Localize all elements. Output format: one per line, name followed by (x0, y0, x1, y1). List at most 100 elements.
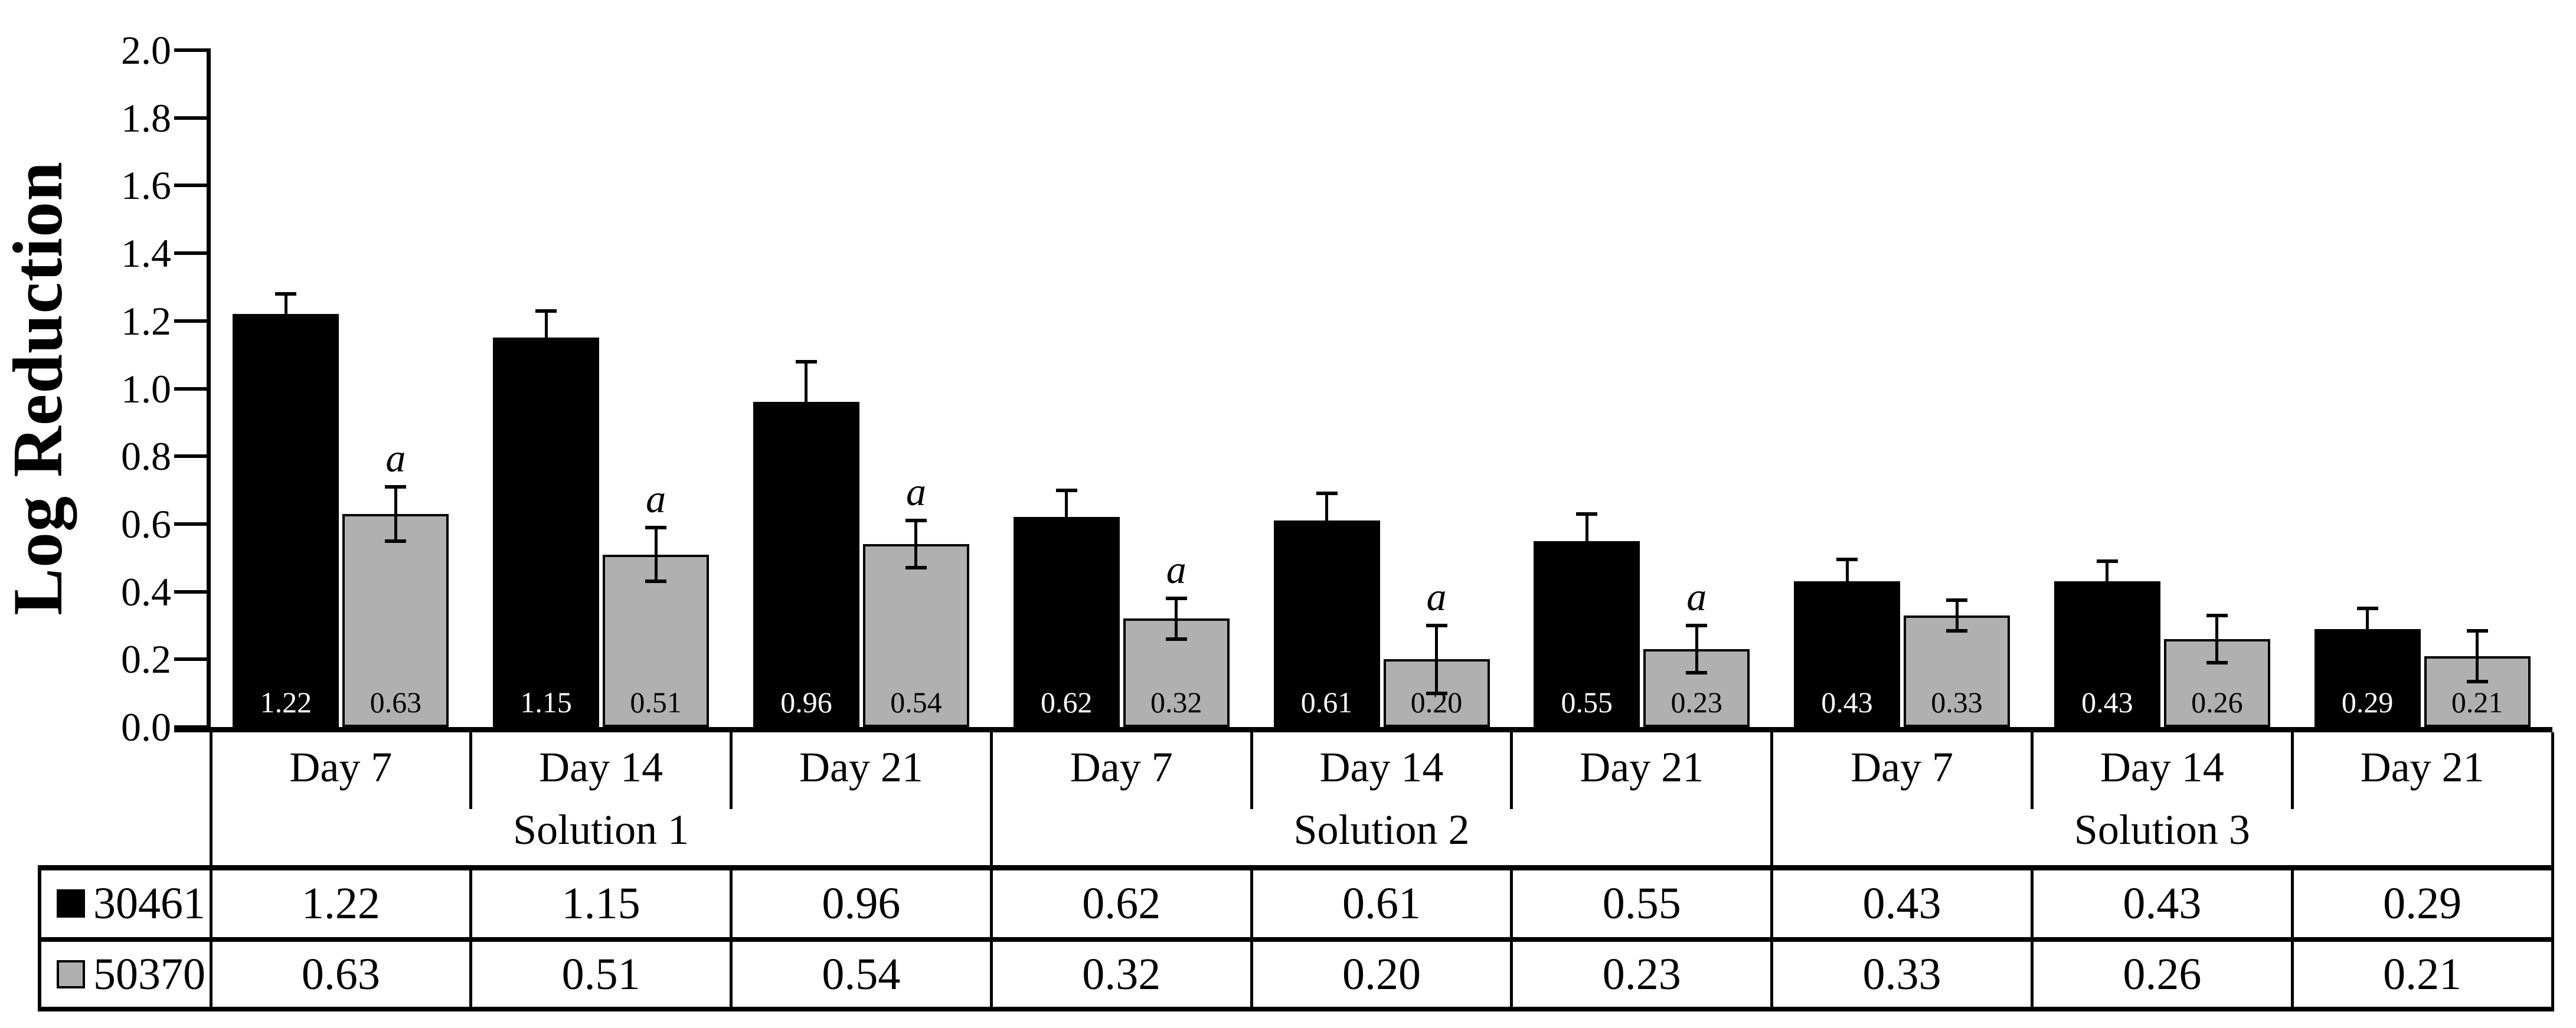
table-cell-30461-g1: 1.15 (561, 879, 640, 928)
error-cap-top-50370-g5 (1686, 623, 1708, 627)
table-column-separator-2 (730, 865, 733, 1011)
table-cell-30461-g6: 0.43 (1862, 879, 1941, 928)
bar-value-label-30461-g3: 0.62 (1040, 686, 1093, 719)
error-cap-bottom-30461-g4 (1316, 546, 1338, 550)
table-cell-50370-g7: 0.26 (2123, 950, 2202, 999)
table-cell-50370-g3: 0.32 (1082, 950, 1161, 999)
error-bar-50370-g7 (2215, 615, 2219, 663)
significance-letter-50370-g4: a (1426, 574, 1447, 619)
error-bar-30461-g0 (284, 293, 287, 335)
y-tick-label: 1.8 (121, 95, 171, 140)
table-cell-30461-g2: 0.96 (822, 879, 901, 928)
bar-50370-g0 (342, 514, 449, 727)
bar-value-label-30461-g6: 0.43 (1821, 686, 1873, 719)
bar-30461-g3 (1013, 517, 1120, 727)
table-cell-30461-g5: 0.55 (1602, 879, 1681, 928)
error-bar-30461-g1 (544, 310, 548, 365)
error-cap-top-50370-g4 (1426, 623, 1447, 627)
error-cap-top-50370-g8 (2466, 628, 2488, 633)
day-label-g3: Day 7 (1070, 744, 1173, 791)
table-column-separator-4 (1250, 865, 1253, 1011)
legend-label-30461: 30461 (93, 879, 205, 928)
bar-value-label-30461-g8: 0.29 (2341, 686, 2394, 719)
error-cap-bottom-50370-g4 (1426, 691, 1447, 695)
y-tick-label: 0.2 (121, 637, 171, 682)
bar-30461-g5 (1534, 541, 1640, 727)
error-cap-top-30461-g2 (795, 359, 817, 364)
error-cap-top-30461-g7 (2096, 559, 2118, 563)
table-cell-30461-g7: 0.43 (2123, 879, 2202, 928)
bar-30461-g2 (753, 402, 859, 727)
error-cap-bottom-50370-g3 (1165, 637, 1187, 641)
table-column-separator-0 (209, 865, 213, 1011)
y-axis-tick (174, 319, 207, 323)
bar-value-label-50370-g7: 0.26 (2191, 686, 2243, 719)
error-cap-bottom-30461-g8 (2356, 647, 2378, 651)
y-tick-label: 1.2 (121, 298, 171, 343)
y-axis-tick (174, 251, 207, 256)
error-bar-50370-g0 (394, 486, 397, 541)
table-column-separator-9 (2551, 865, 2554, 1011)
bar-value-label-30461-g1: 1.15 (520, 686, 572, 719)
y-tick-label: 1.4 (121, 231, 171, 276)
error-cap-bottom-50370-g1 (645, 580, 667, 584)
error-bar-50370-g2 (914, 520, 918, 568)
bar-value-label-50370-g3: 0.32 (1150, 686, 1202, 719)
error-cap-bottom-30461-g6 (1836, 601, 1858, 605)
y-axis-line (207, 48, 211, 729)
error-bar-50370-g3 (1175, 598, 1178, 639)
error-cap-bottom-30461-g2 (795, 441, 817, 445)
error-cap-top-30461-g1 (535, 309, 557, 313)
error-cap-top-30461-g4 (1316, 492, 1338, 496)
bar-value-label-30461-g0: 1.22 (260, 686, 312, 719)
table-cell-50370-g5: 0.23 (1602, 950, 1681, 999)
bar-value-label-50370-g6: 0.33 (1931, 686, 1983, 719)
category-separator-5 (1510, 732, 1513, 809)
error-bar-30461-g2 (805, 361, 808, 443)
error-cap-top-50370-g0 (385, 484, 407, 489)
table-column-separator-7 (2030, 865, 2034, 1011)
day-label-g8: Day 21 (2360, 744, 2485, 791)
day-label-g2: Day 21 (799, 744, 923, 791)
error-cap-top-30461-g6 (1836, 558, 1858, 562)
error-cap-bottom-50370-g7 (2206, 661, 2228, 665)
table-cell-50370-g8: 0.21 (2383, 950, 2462, 999)
y-axis-tick (174, 522, 207, 526)
bar-value-label-30461-g5: 0.55 (1561, 686, 1613, 719)
table-cell-30461-g4: 0.61 (1342, 879, 1421, 928)
table-cell-30461-g0: 1.22 (301, 879, 380, 928)
error-bar-30461-g4 (1325, 493, 1328, 548)
table-column-separator-3 (989, 865, 993, 1011)
y-tick-label: 2.0 (121, 28, 171, 73)
error-cap-top-30461-g5 (1576, 512, 1598, 516)
significance-letter-50370-g0: a (385, 435, 406, 480)
day-label-g6: Day 7 (1851, 744, 1954, 791)
significance-letter-50370-g5: a (1686, 574, 1707, 619)
category-separator-7 (2030, 732, 2034, 809)
table-column-separator-8 (2290, 865, 2294, 1011)
error-cap-top-50370-g1 (645, 525, 667, 529)
table-cell-30461-g8: 0.29 (2383, 879, 2462, 928)
error-bar-50370-g1 (654, 527, 658, 582)
y-tick-label: 0.8 (121, 434, 171, 479)
bar-value-label-50370-g4: 0.20 (1410, 686, 1463, 719)
y-tick-label: 0.6 (121, 501, 171, 546)
category-separator-9 (2551, 732, 2554, 865)
error-bar-30461-g8 (2366, 608, 2369, 650)
error-bar-30461-g6 (1845, 559, 1849, 604)
bar-value-label-30461-g4: 0.61 (1300, 686, 1353, 719)
bar-30461-g0 (233, 314, 339, 727)
day-label-g4: Day 14 (1319, 744, 1444, 791)
table-column-separator-6 (1770, 865, 1774, 1011)
legend-label-50370: 50370 (93, 950, 205, 999)
table-cell-50370-g0: 0.63 (301, 950, 380, 999)
category-separator-6 (1770, 732, 1774, 865)
error-cap-bottom-50370-g2 (905, 566, 927, 570)
day-label-g5: Day 21 (1580, 744, 1704, 791)
y-axis-tick (174, 184, 207, 188)
solution-label-3: Solution 3 (2074, 806, 2250, 853)
table-column-separator-1 (469, 865, 473, 1011)
bar-value-label-30461-g7: 0.43 (2081, 686, 2133, 719)
y-tick-label: 1.0 (121, 366, 171, 411)
